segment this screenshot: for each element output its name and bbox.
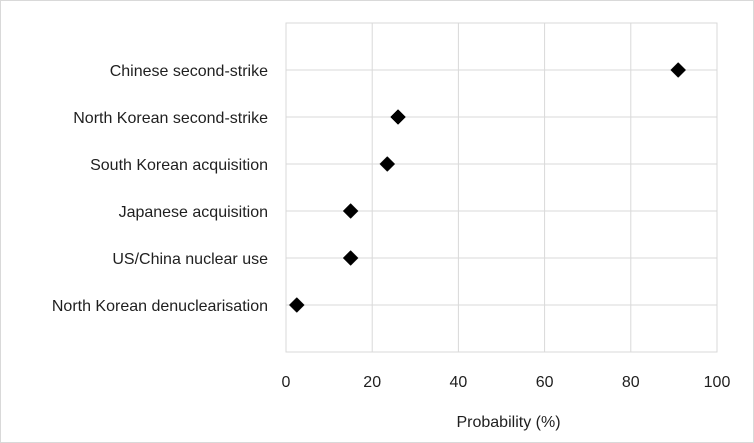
category-label-4: US/China nuclear use (112, 251, 268, 268)
x-tick-label-0: 0 (282, 374, 291, 391)
data-point-4 (342, 250, 359, 266)
x-tick-label-1: 20 (363, 374, 381, 391)
category-label-1: North Korean second-strike (73, 110, 268, 127)
x-tick-label-5: 100 (704, 374, 731, 391)
category-label-0: Chinese second-strike (110, 63, 268, 80)
x-tick-label-4: 80 (622, 374, 640, 391)
data-point-5 (288, 297, 305, 313)
category-labels: Chinese second-strike North Korean second… (52, 63, 268, 315)
x-tick-label-3: 60 (536, 374, 554, 391)
data-point-1 (390, 109, 406, 125)
plot-border (285, 22, 718, 353)
data-point-3 (342, 203, 359, 219)
category-label-5: North Korean denuclearisation (52, 298, 268, 315)
data-point-0 (670, 62, 687, 78)
category-label-2: South Korean acquisition (90, 157, 268, 174)
data-point-2 (379, 156, 396, 172)
data-points (288, 62, 687, 313)
category-label-3: Japanese acquisition (119, 204, 268, 221)
x-axis-title: Probability (%) (456, 414, 560, 431)
x-tick-label-2: 40 (450, 374, 468, 391)
gridlines (285, 22, 718, 353)
x-tick-labels: 0 20 40 60 80 100 (282, 374, 731, 391)
